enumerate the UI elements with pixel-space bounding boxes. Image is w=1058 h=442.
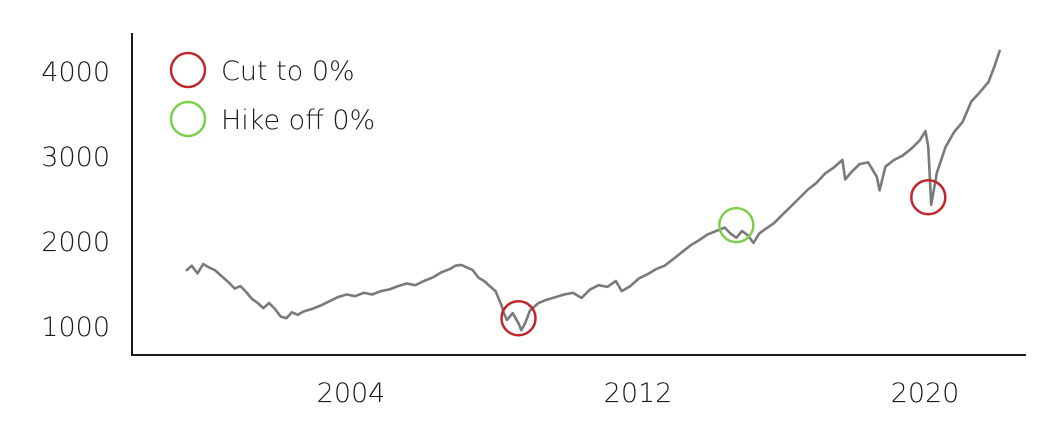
- x-tick-label: 2020: [891, 378, 960, 409]
- legend-hike-marker-icon: [169, 100, 207, 138]
- y-tick-label: 4000: [41, 57, 110, 88]
- y-tick-label: 3000: [41, 142, 110, 173]
- y-tick-label: 1000: [41, 312, 110, 343]
- legend: Cut to 0% Hike off 0%: [169, 51, 375, 138]
- cut-marker-icon: [500, 299, 537, 337]
- y-tick-label: 2000: [41, 227, 110, 258]
- cut-marker-icon: [910, 178, 947, 216]
- legend-hike-label: Hike off 0%: [221, 105, 375, 136]
- x-tick-label: 2004: [317, 378, 386, 409]
- hike-marker-icon: [718, 206, 755, 244]
- legend-cut-marker-icon: [169, 51, 207, 89]
- index-line: [185, 49, 1002, 332]
- legend-cut-label: Cut to 0%: [221, 56, 355, 87]
- annotation-markers: [500, 178, 947, 337]
- x-tick-label: 2012: [604, 378, 673, 409]
